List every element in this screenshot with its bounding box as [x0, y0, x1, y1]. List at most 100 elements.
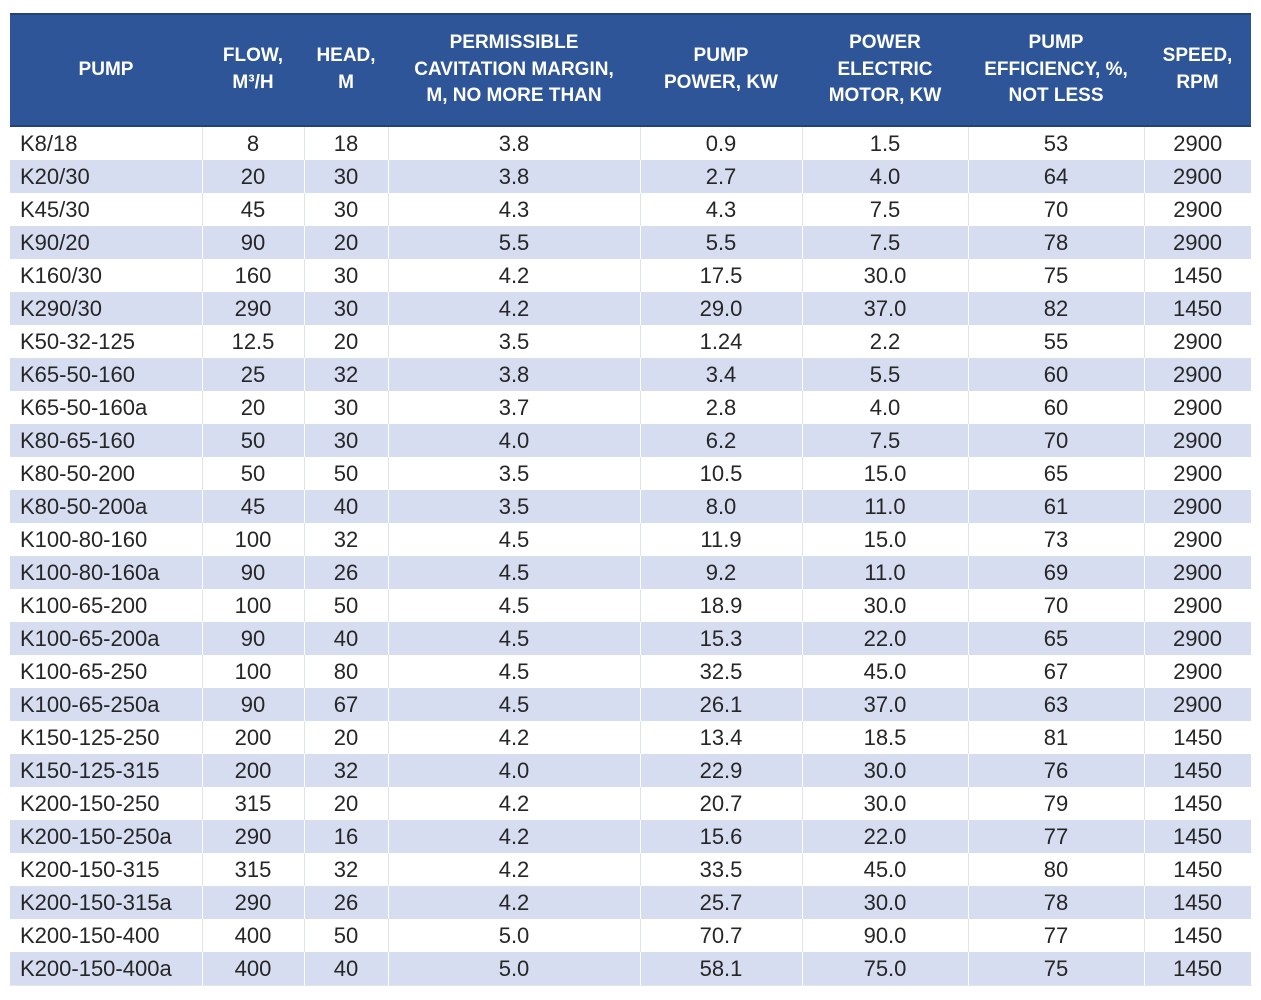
- cavitation-cell: 4.5: [388, 556, 641, 589]
- speed-cell: 1450: [1144, 919, 1251, 952]
- pump-power-cell: 58.1: [640, 952, 803, 986]
- motor-power-cell: 90.0: [802, 919, 969, 952]
- cavitation-cell: 3.8: [388, 160, 641, 193]
- motor-power-cell: 30.0: [802, 259, 969, 292]
- pump-spec-table-container: PUMP FLOW, M³/H HEAD, M PERMISSIBLE CAVI…: [10, 13, 1252, 986]
- col-header-efficiency: PUMP EFFICIENCY, %, NOT LESS: [968, 13, 1144, 127]
- table-row: K65-50-160 25 32 3.8 3.4 5.5 60 2900: [10, 358, 1252, 391]
- table-row: K100-80-160 100 32 4.5 11.9 15.0 73 2900: [10, 523, 1251, 556]
- speed-cell: 1450: [1144, 754, 1252, 787]
- cavitation-cell: 4.2: [388, 853, 641, 886]
- head-cell: 40: [304, 490, 389, 523]
- col-header-head: HEAD, M: [304, 13, 388, 127]
- speed-cell: 1450: [1144, 292, 1252, 325]
- table-row: K200-150-250 315 20 4.2 20.7 30.0 79 1450: [10, 787, 1251, 820]
- cavitation-cell: 4.2: [388, 259, 641, 292]
- pump-power-cell: 1.24: [640, 325, 803, 358]
- head-cell: 30: [304, 424, 389, 457]
- table-row: K100-65-250 100 80 4.5 32.5 45.0 67 2900: [10, 655, 1251, 688]
- speed-cell: 2900: [1144, 457, 1251, 490]
- flow-cell: 8: [202, 126, 305, 160]
- cavitation-cell: 3.8: [388, 126, 641, 160]
- flow-cell: 400: [202, 919, 305, 952]
- efficiency-cell: 80: [968, 853, 1145, 886]
- motor-power-cell: 11.0: [802, 556, 969, 589]
- cavitation-cell: 4.2: [388, 721, 641, 754]
- cavitation-cell: 4.2: [388, 292, 641, 325]
- table-row: K20/30 20 30 3.8 2.7 4.0 64 2900: [10, 160, 1252, 193]
- speed-cell: 2900: [1144, 160, 1252, 193]
- speed-cell: 2900: [1144, 226, 1252, 259]
- efficiency-cell: 55: [968, 325, 1145, 358]
- col-header-flow: FLOW, M³/H: [202, 13, 304, 127]
- table-row: K100-65-200a 90 40 4.5 15.3 22.0 65 2900: [10, 622, 1252, 655]
- pump-power-cell: 15.3: [640, 622, 803, 655]
- table-row: K80-50-200a 45 40 3.5 8.0 11.0 61 2900: [10, 490, 1252, 523]
- flow-cell: 90: [202, 622, 305, 655]
- cavitation-cell: 4.5: [388, 622, 641, 655]
- flow-cell: 315: [202, 853, 305, 886]
- table-row: K45/30 45 30 4.3 4.3 7.5 70 2900: [10, 193, 1251, 226]
- pump-power-cell: 10.5: [640, 457, 803, 490]
- pump-name-cell: K80-50-200a: [10, 490, 203, 523]
- motor-power-cell: 30.0: [802, 589, 969, 622]
- table-row: K160/30 160 30 4.2 17.5 30.0 75 1450: [10, 259, 1251, 292]
- motor-power-cell: 37.0: [802, 688, 969, 721]
- speed-cell: 1450: [1144, 820, 1252, 853]
- flow-cell: 290: [202, 292, 305, 325]
- table-row: K8/18 8 18 3.8 0.9 1.5 53 2900: [10, 126, 1251, 160]
- head-cell: 32: [304, 358, 389, 391]
- motor-power-cell: 45.0: [802, 853, 969, 886]
- table-row: K80-65-160 50 30 4.0 6.2 7.5 70 2900: [10, 424, 1252, 457]
- cavitation-cell: 3.5: [388, 457, 641, 490]
- speed-cell: 1450: [1144, 787, 1251, 820]
- table-row: K65-50-160a 20 30 3.7 2.8 4.0 60 2900: [10, 391, 1251, 424]
- cavitation-cell: 5.0: [388, 952, 641, 986]
- pump-power-cell: 20.7: [640, 787, 803, 820]
- header-row: PUMP FLOW, M³/H HEAD, M PERMISSIBLE CAVI…: [10, 13, 1251, 127]
- col-header-pump-power: PUMP POWER, KW: [640, 13, 802, 127]
- efficiency-cell: 78: [968, 886, 1145, 919]
- flow-cell: 50: [202, 424, 305, 457]
- table-body: K8/18 8 18 3.8 0.9 1.5 53 2900 K20/30 20 30 3.8 2.7 4…: [10, 126, 1252, 986]
- pump-power-cell: 2.8: [640, 391, 803, 424]
- flow-cell: 290: [202, 886, 305, 919]
- flow-cell: 45: [202, 193, 305, 226]
- cavitation-cell: 4.0: [388, 424, 641, 457]
- head-cell: 50: [304, 589, 389, 622]
- speed-cell: 2900: [1144, 325, 1251, 358]
- motor-power-cell: 45.0: [802, 655, 969, 688]
- table-row: K80-50-200 50 50 3.5 10.5 15.0 65 2900: [10, 457, 1251, 490]
- speed-cell: 1450: [1144, 721, 1251, 754]
- cavitation-cell: 3.8: [388, 358, 641, 391]
- flow-cell: 20: [202, 391, 305, 424]
- efficiency-cell: 76: [968, 754, 1145, 787]
- pump-name-cell: K100-80-160: [10, 523, 203, 556]
- pump-name-cell: K200-150-250a: [10, 820, 203, 853]
- cavitation-cell: 3.7: [388, 391, 641, 424]
- efficiency-cell: 78: [968, 226, 1145, 259]
- efficiency-cell: 67: [968, 655, 1145, 688]
- motor-power-cell: 15.0: [802, 457, 969, 490]
- flow-cell: 400: [202, 952, 305, 986]
- pump-name-cell: K150-125-250: [10, 721, 203, 754]
- flow-cell: 100: [202, 589, 305, 622]
- efficiency-cell: 77: [968, 919, 1145, 952]
- pump-power-cell: 22.9: [640, 754, 803, 787]
- head-cell: 16: [304, 820, 389, 853]
- table-row: K90/20 90 20 5.5 5.5 7.5 78 2900: [10, 226, 1252, 259]
- cavitation-cell: 3.5: [388, 490, 641, 523]
- pump-power-cell: 26.1: [640, 688, 803, 721]
- speed-cell: 2900: [1144, 523, 1251, 556]
- motor-power-cell: 22.0: [802, 820, 969, 853]
- head-cell: 20: [304, 226, 389, 259]
- flow-cell: 45: [202, 490, 305, 523]
- efficiency-cell: 82: [968, 292, 1145, 325]
- speed-cell: 2900: [1144, 193, 1251, 226]
- table-row: K200-150-400 400 50 5.0 70.7 90.0 77 1450: [10, 919, 1251, 952]
- cavitation-cell: 4.0: [388, 754, 641, 787]
- table-row: K200-150-250a 290 16 4.2 15.6 22.0 77 1450: [10, 820, 1252, 853]
- pump-power-cell: 18.9: [640, 589, 803, 622]
- head-cell: 32: [304, 853, 389, 886]
- motor-power-cell: 30.0: [802, 886, 969, 919]
